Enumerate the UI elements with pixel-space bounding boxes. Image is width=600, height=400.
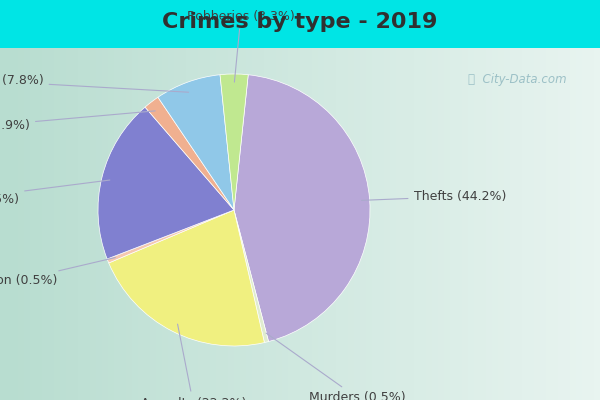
Wedge shape (109, 210, 265, 346)
Wedge shape (145, 97, 234, 210)
Text: Crimes by type - 2019: Crimes by type - 2019 (163, 12, 437, 32)
Wedge shape (107, 210, 234, 263)
Text: ⓘ  City-Data.com: ⓘ City-Data.com (468, 74, 566, 86)
Text: Assaults (22.2%): Assaults (22.2%) (140, 324, 246, 400)
Wedge shape (158, 75, 234, 210)
Text: Burglaries (19.5%): Burglaries (19.5%) (0, 180, 110, 206)
Text: Rapes (1.9%): Rapes (1.9%) (0, 111, 155, 132)
Text: Robberies (3.3%): Robberies (3.3%) (187, 10, 295, 82)
Wedge shape (234, 75, 370, 342)
Text: Murders (0.5%): Murders (0.5%) (266, 333, 406, 400)
Wedge shape (98, 107, 234, 259)
Text: Thefts (44.2%): Thefts (44.2%) (362, 190, 506, 203)
Text: Arson (0.5%): Arson (0.5%) (0, 258, 115, 287)
Text: Auto thefts (7.8%): Auto thefts (7.8%) (0, 74, 188, 92)
Wedge shape (234, 210, 269, 342)
Wedge shape (220, 74, 248, 210)
Bar (0, 0, 600, 48)
